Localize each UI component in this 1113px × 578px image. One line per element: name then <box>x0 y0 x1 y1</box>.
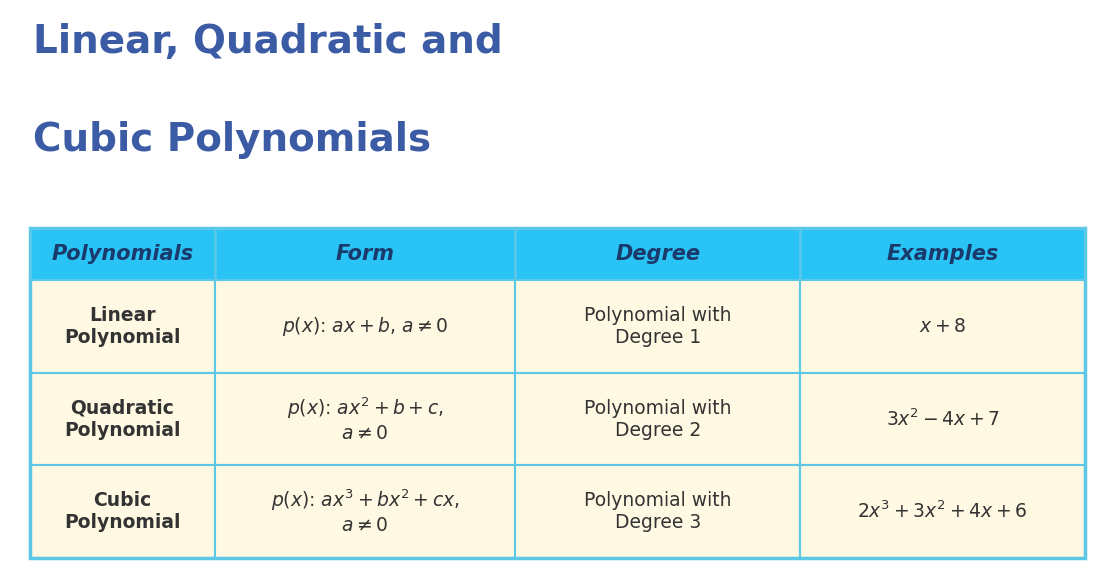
Text: $p(x)$: $ax+b$, $a \neq 0$: $p(x)$: $ax+b$, $a \neq 0$ <box>282 315 449 338</box>
Text: Form: Form <box>335 244 394 264</box>
Text: $p(x)$: $ax^3+bx^2+cx$,
$a \neq 0$: $p(x)$: $ax^3+bx^2+cx$, $a \neq 0$ <box>270 488 460 535</box>
Text: Cubic Polynomials: Cubic Polynomials <box>33 121 432 160</box>
Text: Polynomial with
Degree 3: Polynomial with Degree 3 <box>584 491 731 532</box>
Text: Polynomial with
Degree 1: Polynomial with Degree 1 <box>584 306 731 347</box>
Text: $2x^3+3x^2+4x+6$: $2x^3+3x^2+4x+6$ <box>857 501 1027 523</box>
Text: Degree: Degree <box>615 244 700 264</box>
Text: $p(x)$: $ax^2+b+c$,
$a \neq 0$: $p(x)$: $ax^2+b+c$, $a \neq 0$ <box>287 395 443 443</box>
Text: $x + 8$: $x + 8$ <box>919 317 966 336</box>
Text: Examples: Examples <box>886 244 998 264</box>
Text: Linear
Polynomial: Linear Polynomial <box>65 306 180 347</box>
Text: Quadratic
Polynomial: Quadratic Polynomial <box>65 398 180 439</box>
Text: Polynomial with
Degree 2: Polynomial with Degree 2 <box>584 398 731 439</box>
Text: Polynomials: Polynomials <box>51 244 194 264</box>
Text: Linear, Quadratic and: Linear, Quadratic and <box>33 23 503 61</box>
Text: $3x^2-4x+7$: $3x^2-4x+7$ <box>886 408 999 430</box>
Text: Cubic
Polynomial: Cubic Polynomial <box>65 491 180 532</box>
